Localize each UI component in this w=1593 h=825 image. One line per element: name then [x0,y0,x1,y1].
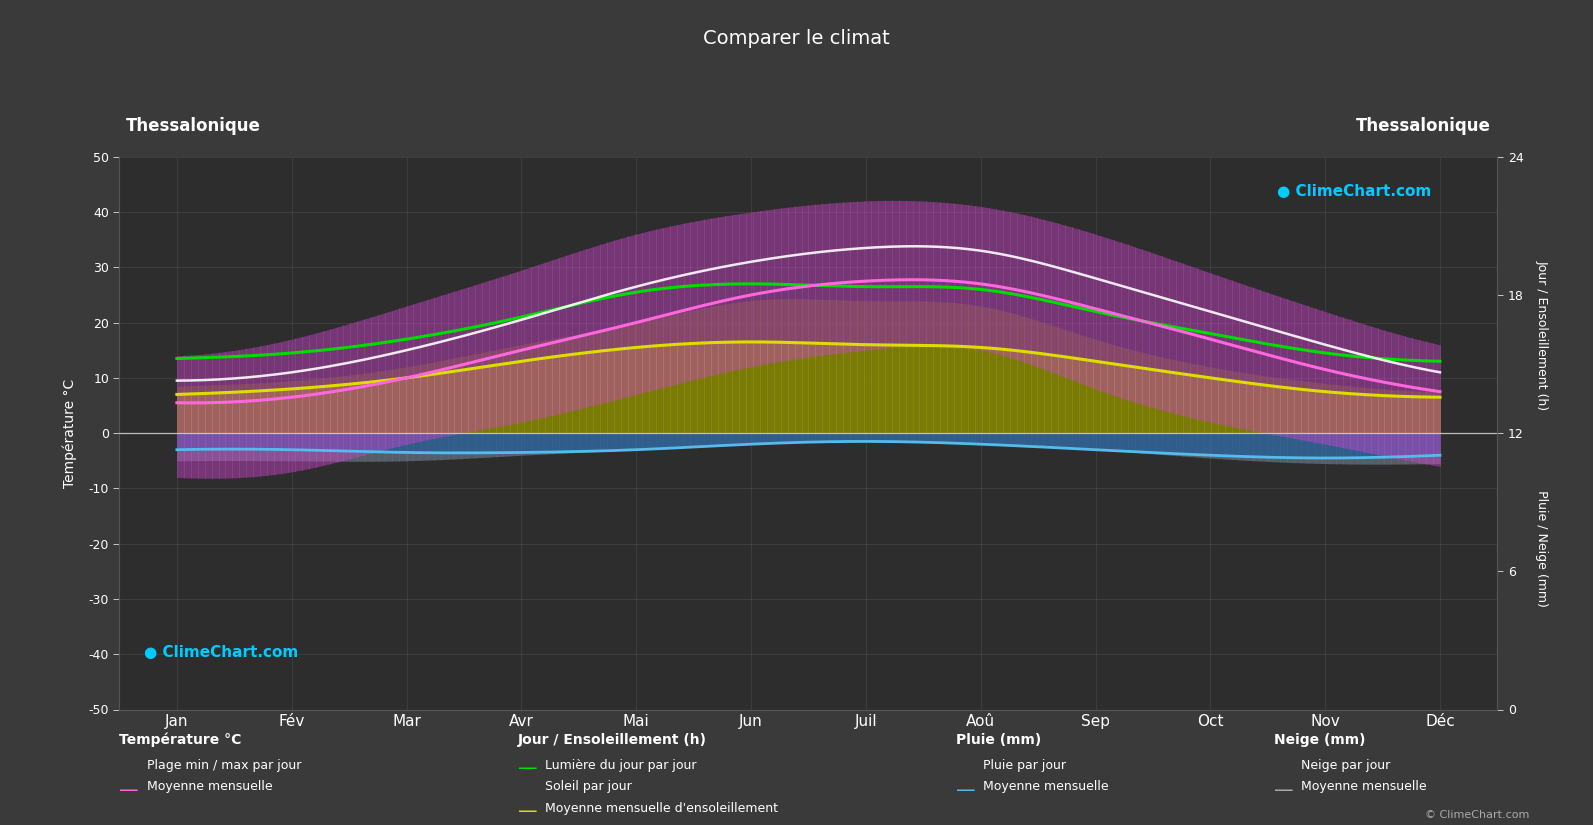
Text: —: — [1274,780,1294,800]
Text: Moyenne mensuelle: Moyenne mensuelle [983,780,1109,794]
Text: Moyenne mensuelle d'ensoleillement: Moyenne mensuelle d'ensoleillement [545,802,777,815]
Text: Plage min / max par jour: Plage min / max par jour [147,759,301,772]
Text: Comparer le climat: Comparer le climat [703,29,890,48]
Text: Pluie (mm): Pluie (mm) [956,733,1042,747]
Text: Moyenne mensuelle: Moyenne mensuelle [147,780,272,794]
Text: —: — [518,802,537,822]
Text: Lumière du jour par jour: Lumière du jour par jour [545,759,696,772]
Text: Pluie par jour: Pluie par jour [983,759,1066,772]
Text: Moyenne mensuelle: Moyenne mensuelle [1301,780,1427,794]
Text: —: — [956,780,975,800]
Text: Neige (mm): Neige (mm) [1274,733,1365,747]
Text: Thessalonique: Thessalonique [1356,116,1491,134]
Text: —: — [518,759,537,779]
Text: © ClimeChart.com: © ClimeChart.com [1424,810,1529,820]
Y-axis label: Température °C: Température °C [64,379,78,488]
Text: Jour / Ensoleillement (h): Jour / Ensoleillement (h) [518,733,707,747]
Text: ● ClimeChart.com: ● ClimeChart.com [1278,185,1431,200]
Y-axis label: Jour / Ensoleillement (h)                    Pluie / Neige (mm): Jour / Ensoleillement (h) Pluie / Neige … [1536,260,1548,606]
Text: Température °C: Température °C [119,733,242,747]
Text: ● ClimeChart.com: ● ClimeChart.com [145,645,298,660]
Text: Thessalonique: Thessalonique [126,116,261,134]
Text: Soleil par jour: Soleil par jour [545,780,631,794]
Text: Neige par jour: Neige par jour [1301,759,1391,772]
Text: —: — [119,780,139,800]
